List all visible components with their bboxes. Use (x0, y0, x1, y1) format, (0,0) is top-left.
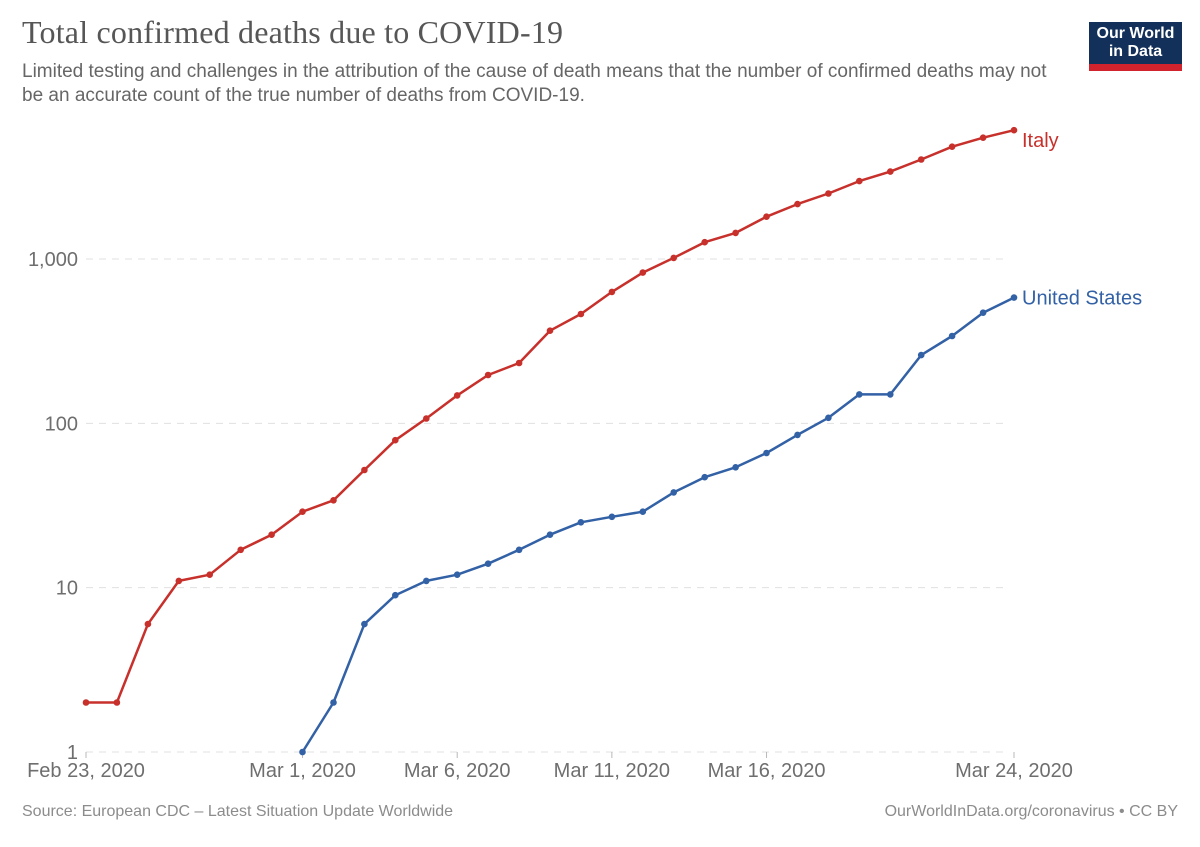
data-point-italy[interactable] (453, 392, 461, 399)
data-point-italy[interactable] (175, 577, 183, 585)
data-point-italy[interactable] (515, 359, 523, 367)
x-axis-tick-label: Mar 1, 2020 (249, 760, 356, 782)
data-point-italy[interactable] (1010, 126, 1018, 134)
chart-subtitle: Limited testing and challenges in the at… (22, 61, 1047, 106)
data-point-united-states[interactable] (608, 513, 616, 521)
data-point-italy[interactable] (763, 213, 770, 220)
data-point-united-states[interactable] (825, 414, 832, 422)
series-end-label-italy[interactable]: Italy (1022, 130, 1059, 152)
data-point-italy[interactable] (825, 190, 832, 197)
data-point-united-states[interactable] (361, 620, 368, 628)
data-point-united-states[interactable] (484, 560, 492, 567)
data-point-italy[interactable] (237, 546, 244, 554)
series-line-united-states[interactable] (301, 296, 1016, 754)
data-point-italy[interactable] (732, 229, 739, 237)
data-point-united-states[interactable] (701, 473, 708, 481)
attribution-link[interactable]: OurWorldInData.org/coronavirus • CC BY (884, 803, 1178, 820)
x-axis-tick-label: Mar 11, 2020 (554, 760, 670, 782)
data-point-italy[interactable] (670, 254, 677, 262)
data-point-italy[interactable] (113, 699, 121, 706)
data-point-italy[interactable] (206, 571, 213, 578)
data-point-united-states[interactable] (1010, 294, 1018, 301)
series-end-label-united-states[interactable]: United States (1022, 288, 1142, 310)
data-point-italy[interactable] (794, 200, 801, 208)
data-point-italy[interactable] (546, 327, 554, 335)
data-point-united-states[interactable] (948, 332, 956, 340)
data-point-italy[interactable] (856, 177, 863, 185)
x-axis-tick-label: Feb 23, 2020 (27, 760, 145, 782)
data-point-united-states[interactable] (856, 391, 863, 398)
owid-logo-line1: Our World (1096, 25, 1175, 42)
data-point-united-states[interactable] (392, 591, 399, 599)
data-point-italy[interactable] (639, 269, 647, 276)
data-point-italy[interactable] (948, 143, 956, 150)
data-point-united-states[interactable] (515, 546, 523, 554)
data-point-united-states[interactable] (577, 519, 585, 526)
x-axis-tick-label: Mar 24, 2020 (955, 760, 1073, 782)
data-point-italy[interactable] (330, 497, 337, 504)
data-point-italy[interactable] (268, 531, 275, 538)
y-axis-tick-label: 1,000 (28, 249, 78, 271)
series-line-italy[interactable] (84, 128, 1016, 704)
y-axis-tick-label: 100 (45, 413, 78, 435)
data-point-united-states[interactable] (979, 309, 987, 317)
data-point-united-states[interactable] (639, 508, 647, 515)
data-point-united-states[interactable] (670, 489, 677, 496)
data-point-italy[interactable] (82, 699, 90, 706)
data-point-italy[interactable] (392, 436, 399, 444)
data-point-united-states[interactable] (763, 449, 770, 457)
data-point-united-states[interactable] (330, 699, 337, 706)
chart-footer: Source: European CDC – Latest Situation … (0, 800, 1200, 830)
source-note: Source: European CDC – Latest Situation … (22, 803, 454, 820)
data-point-united-states[interactable] (732, 464, 739, 471)
x-axis-tick-label: Mar 6, 2020 (404, 760, 511, 782)
data-point-italy[interactable] (144, 620, 152, 628)
data-point-italy[interactable] (484, 371, 492, 379)
y-axis-tick-label: 1 (67, 742, 78, 764)
owid-logo[interactable]: Our World in Data (1089, 22, 1182, 71)
data-point-italy[interactable] (917, 156, 925, 163)
owid-logo-red-bar (1089, 64, 1182, 71)
page-title: Total confirmed deaths due to COVID-19 (22, 14, 564, 50)
data-point-united-states[interactable] (453, 571, 461, 578)
data-point-italy[interactable] (423, 415, 430, 422)
data-point-italy[interactable] (887, 168, 894, 175)
data-point-italy[interactable] (979, 134, 987, 141)
data-point-italy[interactable] (299, 508, 306, 515)
data-point-united-states[interactable] (917, 351, 925, 359)
data-point-united-states[interactable] (546, 531, 554, 538)
data-point-italy[interactable] (361, 466, 368, 474)
x-axis-tick-label: Mar 16, 2020 (708, 760, 826, 782)
data-point-united-states[interactable] (423, 577, 430, 585)
data-point-italy[interactable] (701, 238, 708, 246)
data-point-united-states[interactable] (794, 431, 801, 439)
data-point-united-states[interactable] (299, 748, 306, 756)
owid-logo-line2: in Data (1108, 43, 1163, 60)
data-point-united-states[interactable] (887, 391, 894, 398)
data-point-italy[interactable] (608, 288, 616, 296)
data-point-italy[interactable] (577, 310, 585, 318)
y-axis-tick-label: 10 (56, 578, 78, 600)
